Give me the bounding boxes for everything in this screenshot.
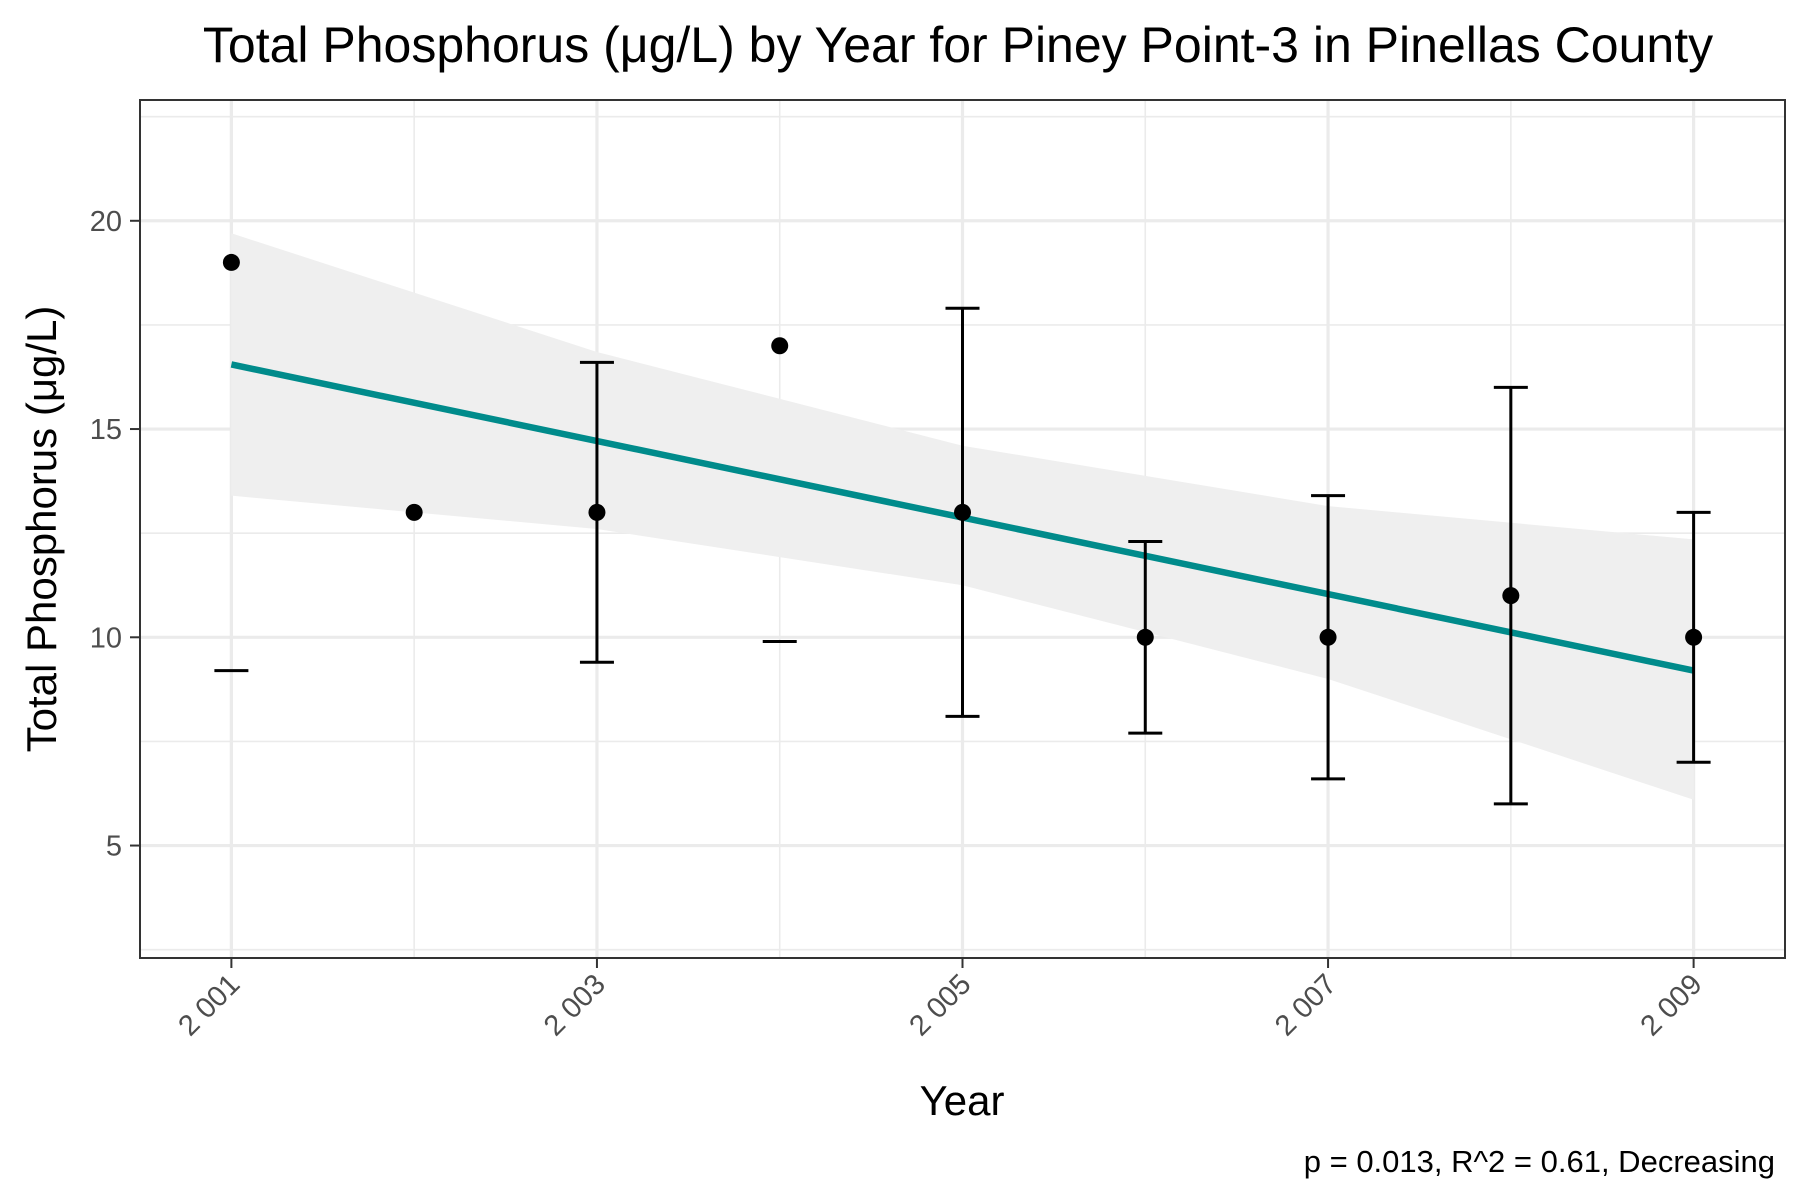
y-tick-label: 15	[90, 414, 122, 446]
y-tick-label: 10	[90, 622, 122, 654]
data-point	[1685, 628, 1703, 646]
chart-title: Total Phosphorus (μg/L) by Year for Pine…	[203, 17, 1713, 73]
point-layer	[222, 253, 1703, 646]
y-tick-label: 20	[90, 206, 122, 238]
data-point	[1136, 628, 1154, 646]
data-point	[222, 253, 240, 271]
data-point	[1319, 628, 1337, 646]
data-point	[771, 337, 789, 355]
y-tick-label: 5	[106, 831, 122, 863]
data-point	[405, 503, 423, 521]
trend-annotation: p = 0.013, R^2 = 0.61, Decreasing	[1304, 1144, 1775, 1179]
y-axis-title: Total Phosphorus (μg/L)	[18, 306, 65, 753]
data-point	[588, 503, 606, 521]
x-axis-title: Year	[920, 1077, 1005, 1124]
data-point	[954, 503, 971, 521]
data-point	[1502, 587, 1520, 605]
